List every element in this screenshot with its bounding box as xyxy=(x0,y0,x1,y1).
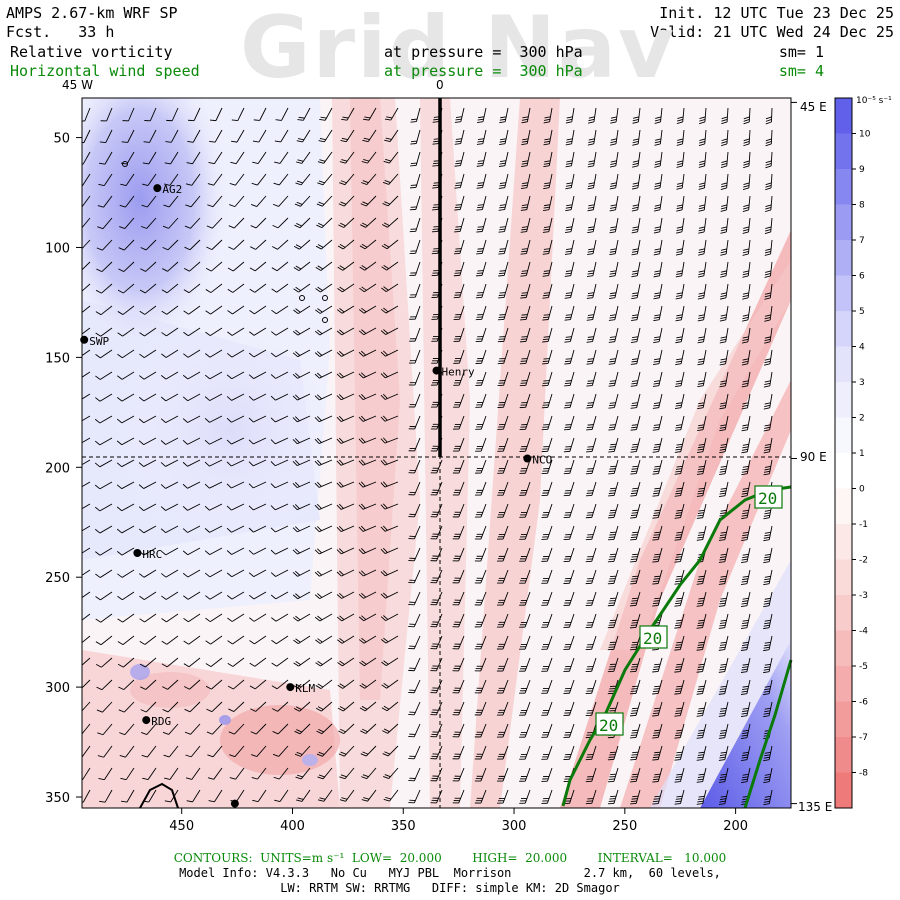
contour-labels: 20 20 20 xyxy=(595,485,783,736)
lon-label-90e: 90 E xyxy=(800,450,827,464)
y-tick-label: 300 xyxy=(45,681,70,696)
field2-level: at pressure = 300 hPa xyxy=(384,62,583,80)
site-marker xyxy=(286,683,295,692)
site-marker xyxy=(133,549,142,558)
station-sites: AG2 SWP Henry NCO HRC KLM RDG xyxy=(80,183,552,808)
field2-name: Horizontal wind speed xyxy=(10,62,200,80)
colorbar-label: -4 xyxy=(859,627,868,637)
contour-label: 20 xyxy=(758,489,777,508)
valid-time: Valid: 21 UTC Wed 24 Dec 25 xyxy=(650,23,894,41)
vorticity-shading xyxy=(82,98,791,808)
colorbar-label: -1 xyxy=(859,520,868,530)
contour-label: 20 xyxy=(599,716,618,735)
colorbar-label: -6 xyxy=(859,698,868,708)
x-tick-label: 250 xyxy=(612,819,637,834)
colorbar-label: -3 xyxy=(859,591,868,601)
colorbar-label: -7 xyxy=(859,733,868,743)
wind-speed-contours xyxy=(561,485,793,809)
colorbar-label: 4 xyxy=(859,343,865,353)
lon-label-45w: 45 W xyxy=(62,78,93,92)
init-time: Init. 12 UTC Tue 23 Dec 25 xyxy=(659,4,894,22)
lon-label-135e: 135 E xyxy=(798,800,833,814)
colorbar-label: -2 xyxy=(859,556,868,566)
colorbar-label: 10 xyxy=(859,130,871,140)
model-title: AMPS 2.67-km WRF SP xyxy=(6,4,178,22)
field1-level: at pressure = 300 hPa xyxy=(384,43,583,61)
contour-info: CONTOURS: UNITS=m s⁻¹ LOW= 20.000 HIGH= … xyxy=(173,851,727,865)
site-marker xyxy=(230,799,239,808)
x-tick-label: 400 xyxy=(280,819,305,834)
forecast-hour: Fcst. 33 h xyxy=(6,23,115,41)
wind-barbs xyxy=(82,107,773,806)
colorbar-label: 7 xyxy=(859,236,865,246)
colorbar-unit: 10⁻⁵ s⁻¹ xyxy=(856,96,892,106)
site-label: AG2 xyxy=(162,183,182,196)
site-marker xyxy=(523,454,532,463)
colorbar-label: 9 xyxy=(859,165,865,175)
colorbar-label: 2 xyxy=(859,414,865,424)
plot-frame xyxy=(81,97,792,809)
contour-label: 20 xyxy=(643,629,662,648)
lon-label-45e: 45 E xyxy=(800,100,827,114)
x-axis: 450 400 350 300 250 200 xyxy=(169,808,748,834)
x-tick-label: 350 xyxy=(391,819,416,834)
x-tick-label: 200 xyxy=(723,819,748,834)
colorbar-label: 6 xyxy=(859,272,865,282)
y-axis: 50 100 150 200 250 300 350 xyxy=(45,101,797,806)
physics-info: LW: RRTM SW: RRTMG DIFF: simple KM: 2D S… xyxy=(280,881,620,895)
colorbar-label: 8 xyxy=(859,201,865,211)
y-tick-label: 150 xyxy=(45,351,70,366)
model-info: Model Info: V4.3.3 No Cu MYJ PBL Morriso… xyxy=(179,866,721,880)
colorbar-label: -8 xyxy=(859,769,868,779)
field1-smoothing: sm= 1 xyxy=(778,43,824,61)
y-tick-label: 350 xyxy=(45,791,70,806)
field2-smoothing: sm= 4 xyxy=(778,62,824,80)
colorbar-label: 3 xyxy=(859,378,865,388)
field1-name: Relative vorticity xyxy=(10,43,173,61)
y-tick-label: 100 xyxy=(45,241,70,256)
coastline xyxy=(139,782,179,809)
x-tick-label: 450 xyxy=(169,819,194,834)
lon-label-0: 0 xyxy=(436,78,444,92)
grid-marker-circles xyxy=(122,161,328,323)
site-label: KLM xyxy=(295,682,315,695)
site-marker xyxy=(80,335,89,344)
x-tick-label: 300 xyxy=(502,819,527,834)
site-label: SWP xyxy=(89,335,109,348)
site-label: Henry xyxy=(442,366,475,379)
site-marker xyxy=(153,184,162,193)
y-tick-label: 200 xyxy=(45,461,70,476)
site-label: NCO xyxy=(532,453,552,466)
site-marker xyxy=(142,716,151,725)
y-tick-label: 50 xyxy=(53,132,70,147)
site-label: RDG xyxy=(151,715,171,728)
colorbar-label: 1 xyxy=(859,449,865,459)
y-tick-label: 250 xyxy=(45,571,70,586)
colorbar-label: 0 xyxy=(859,485,865,495)
site-label: HRC xyxy=(142,548,162,561)
watermark-logo: Grid Nav xyxy=(240,0,677,98)
colorbar-label: -5 xyxy=(859,662,868,672)
site-marker xyxy=(432,366,441,375)
colorbar-label: 5 xyxy=(859,307,865,317)
